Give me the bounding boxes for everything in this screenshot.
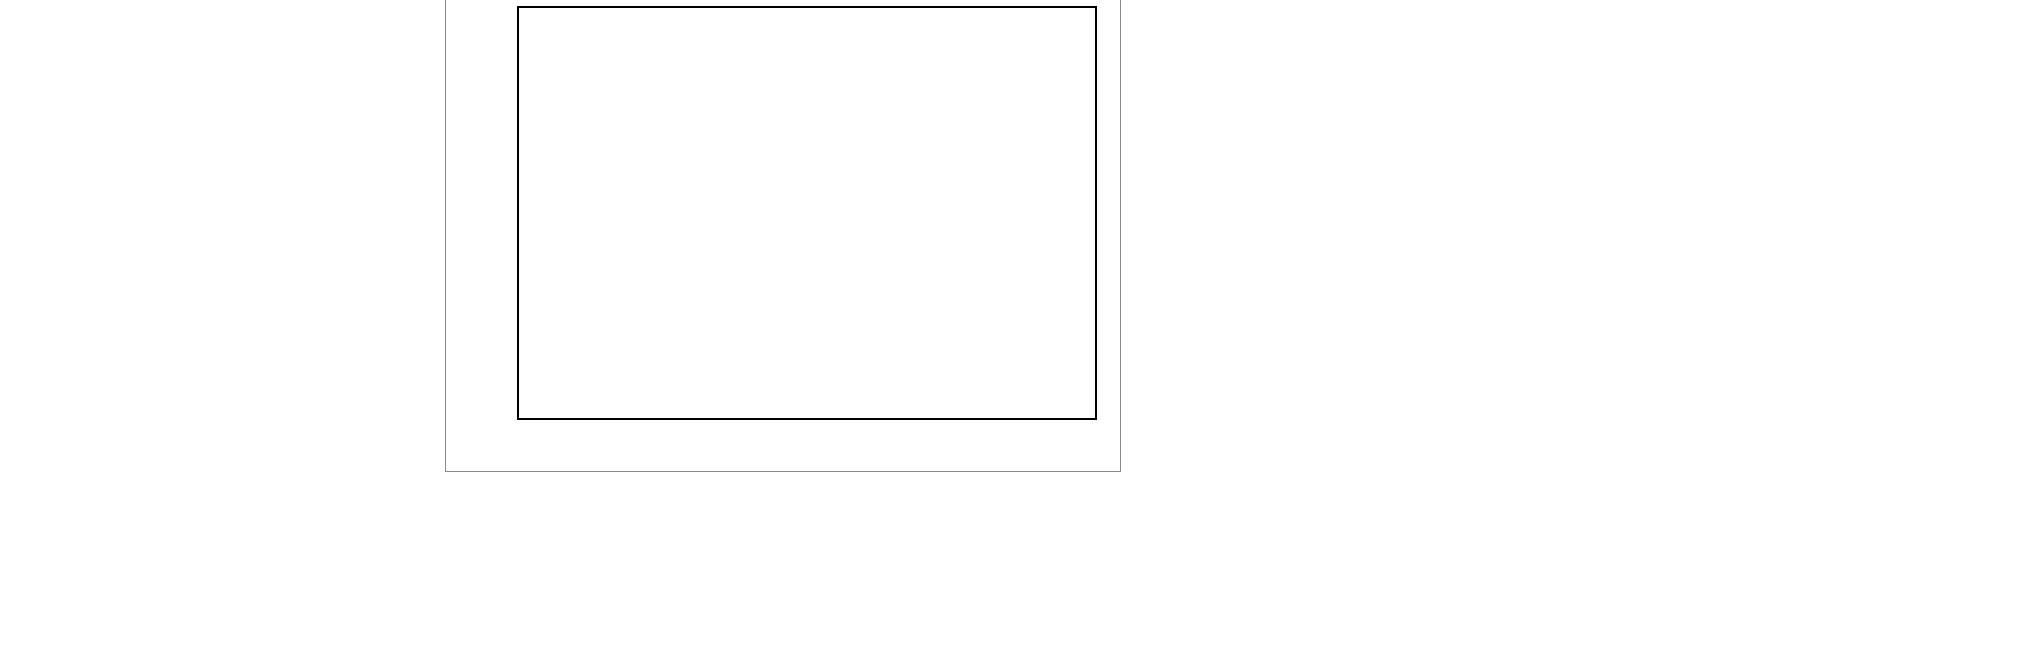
motor-current-chart <box>517 6 1097 420</box>
chart-plot-area <box>446 0 1122 473</box>
figure-frame <box>445 0 1121 472</box>
plot-axes-frame <box>517 6 1097 420</box>
